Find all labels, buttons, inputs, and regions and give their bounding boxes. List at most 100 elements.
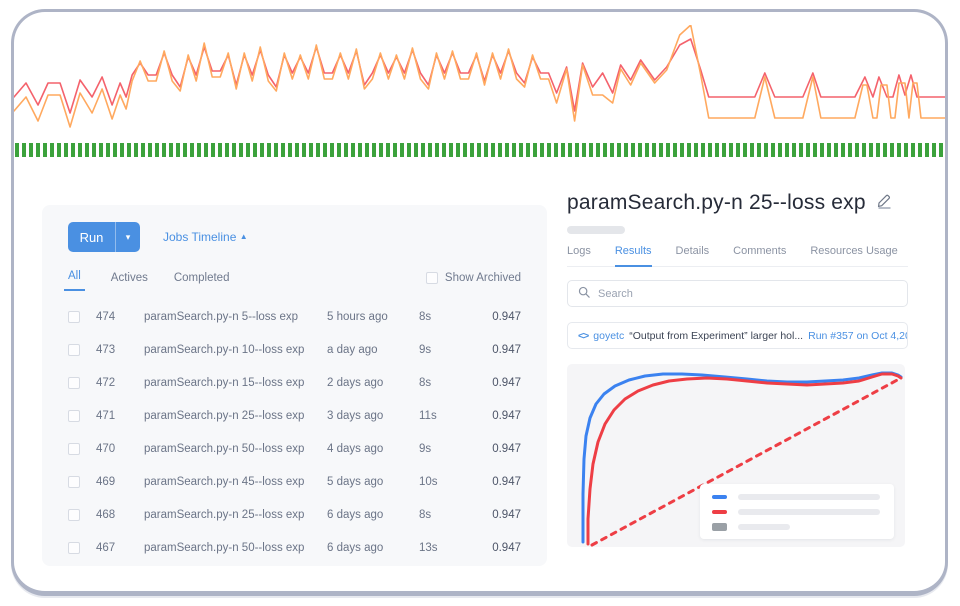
legend-label-placeholder bbox=[738, 523, 790, 530]
row-checkbox[interactable] bbox=[68, 409, 80, 422]
row-checkbox[interactable] bbox=[68, 541, 80, 554]
jobs-panel: Run ▾ Jobs Timeline ▲ All Actives Comple… bbox=[42, 205, 547, 566]
tab-details[interactable]: Details bbox=[675, 245, 710, 257]
job-time: 6 days ago bbox=[327, 541, 384, 554]
table-row[interactable]: 469 paramSearch.py-n 45--loss exp 5 days… bbox=[68, 465, 521, 498]
job-metric: 0.947 bbox=[492, 376, 521, 389]
job-time: 3 days ago bbox=[327, 409, 384, 422]
run-dropdown-caret-icon[interactable]: ▾ bbox=[115, 222, 140, 252]
run-split-button[interactable]: Run ▾ bbox=[68, 222, 140, 252]
job-id: 470 bbox=[96, 442, 116, 455]
job-metric: 0.947 bbox=[492, 310, 521, 323]
job-name[interactable]: paramSearch.py-n 15--loss exp bbox=[144, 376, 305, 389]
result-list-item[interactable]: <> goyetc “Output from Experiment” large… bbox=[567, 322, 908, 349]
row-checkbox[interactable] bbox=[68, 310, 80, 323]
status-placeholder-pill bbox=[567, 226, 625, 234]
table-row[interactable]: 472 paramSearch.py-n 15--loss exp 2 days… bbox=[68, 366, 521, 399]
job-duration: 13s bbox=[419, 541, 438, 554]
result-user[interactable]: goyetc bbox=[593, 329, 625, 342]
job-name[interactable]: paramSearch.py-n 50--loss exp bbox=[144, 541, 305, 554]
table-row[interactable]: 474 paramSearch.py-n 5--loss exp 5 hours… bbox=[68, 300, 521, 333]
tab-actives[interactable]: Actives bbox=[110, 272, 148, 284]
page-title: paramSearch.py-n 25--loss exp bbox=[567, 191, 866, 214]
search-field[interactable] bbox=[567, 280, 908, 307]
loss-red bbox=[14, 38, 945, 114]
job-id: 471 bbox=[96, 409, 116, 422]
job-name[interactable]: paramSearch.py-n 50--loss exp bbox=[144, 442, 305, 455]
table-row[interactable]: 470 paramSearch.py-n 50--loss exp 4 days… bbox=[68, 432, 521, 465]
job-id: 469 bbox=[96, 475, 116, 488]
job-metric: 0.947 bbox=[492, 442, 521, 455]
jobs-ticker-bar bbox=[15, 143, 944, 157]
job-name[interactable]: paramSearch.py-n 45--loss exp bbox=[144, 475, 305, 488]
results-chart-canvas bbox=[567, 364, 905, 547]
job-time: 6 days ago bbox=[327, 508, 384, 521]
table-row[interactable]: 471 paramSearch.py-n 25--loss exp 3 days… bbox=[68, 399, 521, 432]
job-id: 472 bbox=[96, 376, 116, 389]
job-metric: 0.947 bbox=[492, 409, 521, 422]
job-duration: 8s bbox=[419, 508, 432, 521]
show-archived-checkbox[interactable] bbox=[425, 272, 438, 284]
detail-tabs: Logs Results Details Comments Resources … bbox=[567, 245, 908, 267]
tab-results[interactable]: Results bbox=[614, 245, 652, 267]
job-id: 468 bbox=[96, 508, 116, 521]
row-checkbox[interactable] bbox=[68, 508, 80, 521]
jobs-timeline-chart bbox=[14, 25, 945, 140]
job-duration: 9s bbox=[419, 343, 432, 356]
table-row[interactable]: 467 paramSearch.py-n 50--loss exp 6 days… bbox=[68, 531, 521, 564]
row-checkbox[interactable] bbox=[68, 343, 80, 356]
legend-swatch-red bbox=[712, 509, 727, 514]
tab-completed[interactable]: Completed bbox=[173, 272, 230, 284]
table-row[interactable]: 468 paramSearch.py-n 25--loss exp 6 days… bbox=[68, 498, 521, 531]
row-checkbox[interactable] bbox=[68, 475, 80, 488]
job-time: 5 days ago bbox=[327, 475, 384, 488]
job-time: a day ago bbox=[327, 343, 378, 356]
table-row[interactable]: 473 paramSearch.py-n 10--loss exp a day … bbox=[68, 333, 521, 366]
run-button[interactable]: Run bbox=[68, 222, 115, 252]
results-chart bbox=[567, 364, 905, 547]
search-input[interactable] bbox=[598, 287, 897, 300]
job-duration: 11s bbox=[419, 409, 437, 422]
legend-label-placeholder bbox=[738, 493, 880, 500]
job-name[interactable]: paramSearch.py-n 25--loss exp bbox=[144, 508, 305, 521]
show-archived-label: Show Archived bbox=[444, 272, 521, 284]
curve-red bbox=[586, 372, 903, 546]
jobs-filter-tabs: All Actives Completed Show Archived bbox=[64, 267, 521, 291]
row-checkbox[interactable] bbox=[68, 442, 80, 455]
job-time: 4 days ago bbox=[327, 442, 384, 455]
loss-orange bbox=[14, 25, 945, 128]
collapse-arrow-icon: ▲ bbox=[239, 232, 248, 241]
job-duration: 8s bbox=[419, 310, 432, 323]
tab-logs[interactable]: Logs bbox=[567, 245, 591, 257]
row-checkbox[interactable] bbox=[68, 376, 80, 389]
jobs-timeline-label: Jobs Timeline bbox=[163, 230, 237, 244]
job-id: 473 bbox=[96, 343, 116, 356]
tab-comments[interactable]: Comments bbox=[733, 245, 787, 257]
tab-resources-usage[interactable]: Resources Usage bbox=[810, 245, 898, 257]
run-link[interactable]: Run #357 on Oct 4,2019 bbox=[808, 329, 907, 342]
jobs-timeline-toggle[interactable]: Jobs Timeline ▲ bbox=[163, 230, 248, 244]
app-card: Run ▾ Jobs Timeline ▲ All Actives Comple… bbox=[11, 9, 948, 596]
jobs-table: 474 paramSearch.py-n 5--loss exp 5 hours… bbox=[68, 300, 521, 564]
job-id: 474 bbox=[96, 310, 116, 323]
job-duration: 9s bbox=[419, 442, 432, 455]
baseline-dashed bbox=[590, 376, 903, 547]
edit-title-icon[interactable] bbox=[876, 192, 893, 214]
experiment-detail-panel: paramSearch.py-n 25--loss exp Logs Resul… bbox=[567, 191, 908, 547]
show-archived-control[interactable]: Show Archived bbox=[425, 272, 521, 291]
result-snippet: “Output from Experiment” larger hol... bbox=[629, 329, 804, 342]
legend-swatch-blue bbox=[712, 494, 727, 499]
jobs-toolbar: Run ▾ Jobs Timeline ▲ bbox=[68, 222, 521, 252]
job-name[interactable]: paramSearch.py-n 10--loss exp bbox=[144, 343, 305, 356]
code-icon: <> bbox=[578, 329, 589, 342]
legend-item-blue bbox=[712, 492, 882, 501]
job-name[interactable]: paramSearch.py-n 5--loss exp bbox=[144, 310, 299, 323]
tab-all[interactable]: All bbox=[64, 270, 85, 291]
job-id: 467 bbox=[96, 541, 116, 554]
job-name[interactable]: paramSearch.py-n 25--loss exp bbox=[144, 409, 305, 422]
search-icon bbox=[578, 285, 590, 303]
legend-swatch-gray bbox=[712, 522, 727, 531]
job-metric: 0.947 bbox=[492, 343, 521, 356]
job-metric: 0.947 bbox=[492, 541, 521, 554]
curve-blue bbox=[581, 371, 903, 544]
